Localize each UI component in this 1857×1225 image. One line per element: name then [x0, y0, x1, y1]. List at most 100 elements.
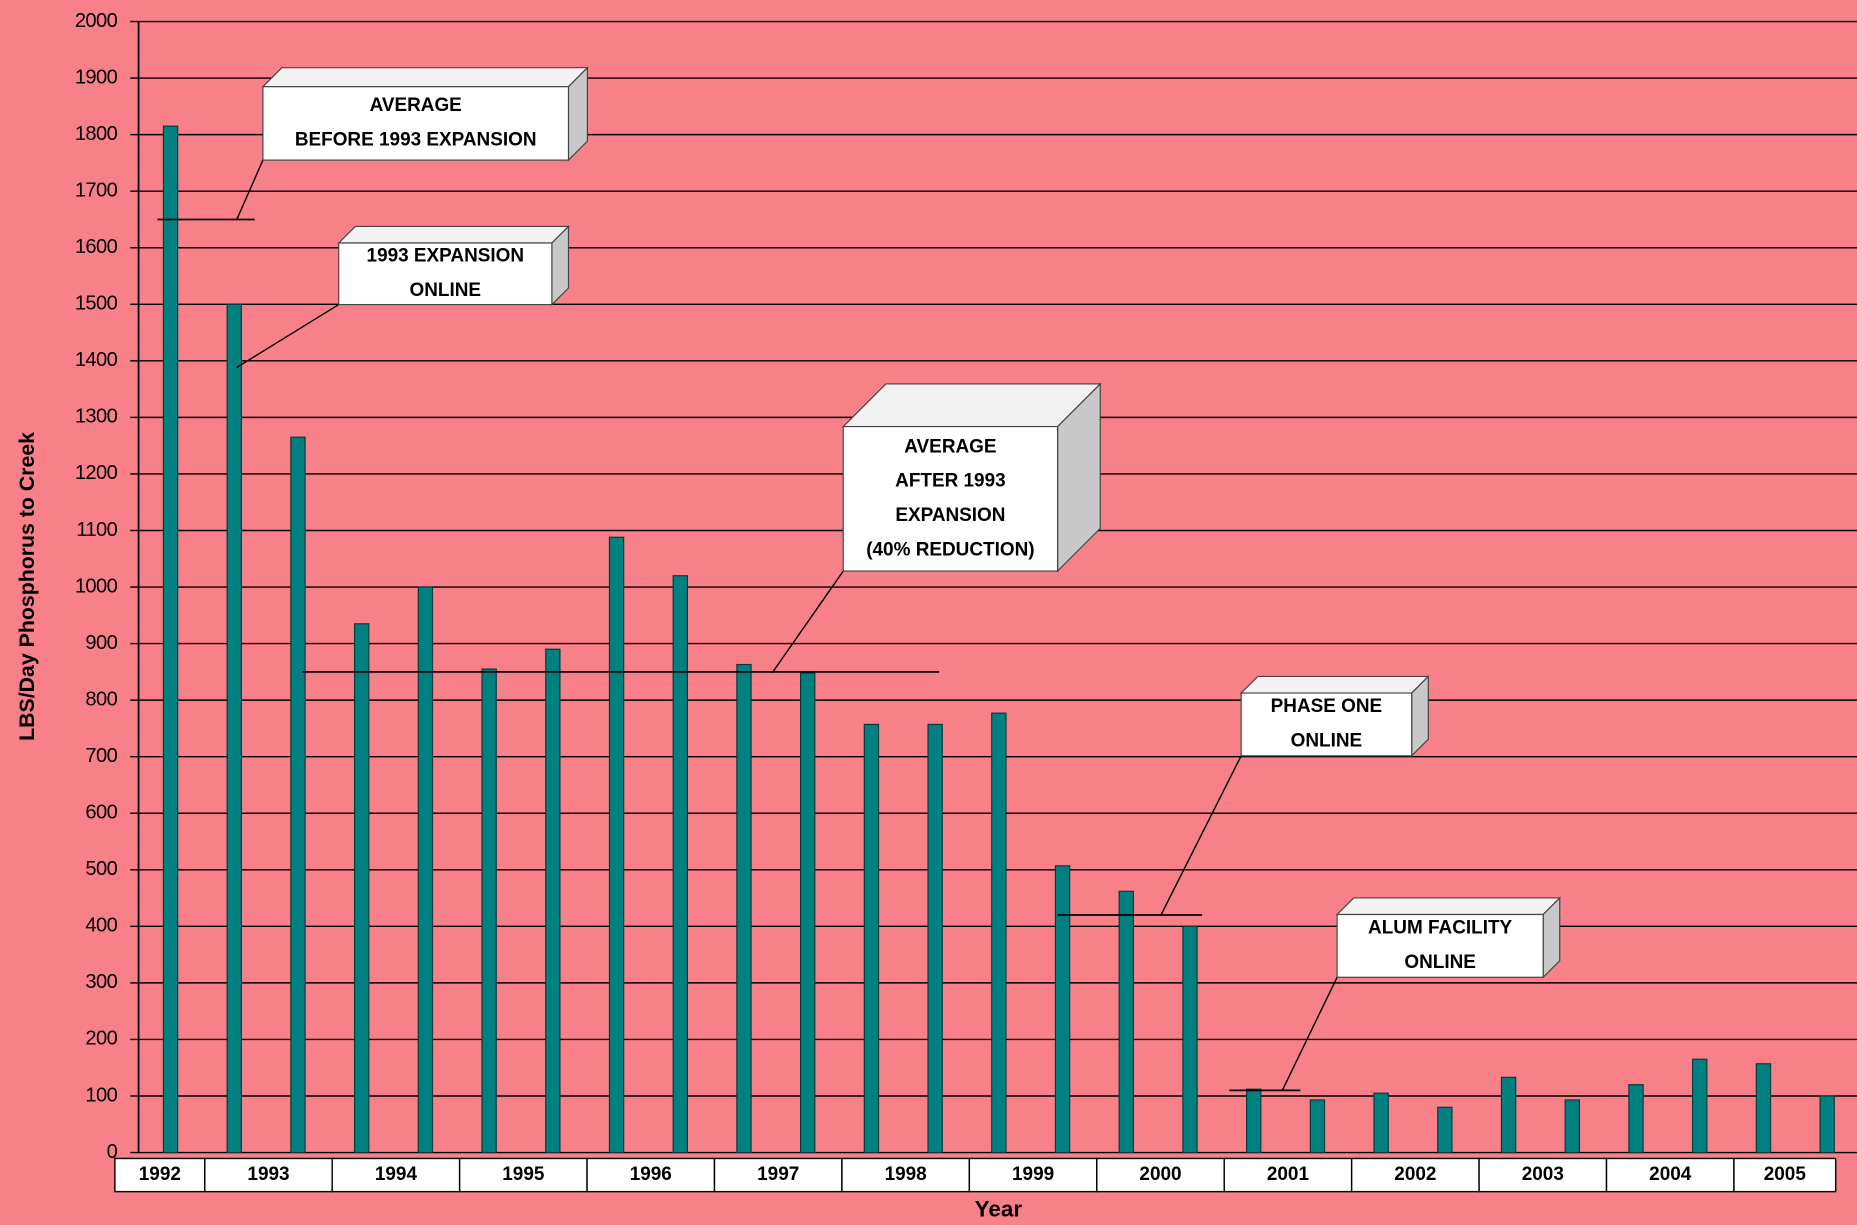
annotation-text: 1993 EXPANSION: [367, 246, 525, 267]
bar: [736, 663, 752, 1154]
annotation-box: [1336, 913, 1544, 978]
year-box: [968, 1157, 1098, 1193]
x-tick-label: 2002: [1394, 1164, 1436, 1185]
x-tick-label: 1998: [885, 1164, 927, 1185]
year-box: [1733, 1157, 1837, 1193]
annotation-text: AFTER 1993: [895, 471, 1006, 492]
bar: [1118, 890, 1134, 1154]
bar: [290, 436, 306, 1154]
y-tick-label: 200: [85, 1028, 117, 1050]
bar: [226, 303, 242, 1154]
annotation-box-top: [337, 225, 570, 244]
annotation-box: [262, 86, 570, 161]
bar: [1819, 1095, 1835, 1154]
bar: [353, 623, 370, 1154]
x-tick-label: 1992: [139, 1164, 181, 1185]
annotation-box: [338, 242, 553, 306]
bar: [1437, 1106, 1453, 1154]
annotation-box: [1240, 692, 1413, 757]
y-tick-label: 1900: [75, 66, 118, 88]
x-tick-label: 1995: [502, 1164, 544, 1185]
x-tick-label: 2003: [1522, 1164, 1564, 1185]
bar: [1182, 925, 1198, 1154]
annotation-pointer: [236, 159, 264, 220]
bar: [417, 586, 434, 1154]
y-tick-label: 1500: [75, 293, 118, 315]
bar: [1054, 865, 1071, 1154]
year-box: [458, 1157, 588, 1193]
annotation-text: ALUM FACILITY: [1368, 918, 1512, 939]
year-box: [331, 1157, 461, 1193]
annotation-box: [842, 425, 1059, 572]
y-tick-label: 700: [85, 745, 117, 767]
bar: [927, 723, 943, 1154]
y-tick-label: 1700: [75, 179, 118, 201]
x-tick-label: 1994: [375, 1164, 418, 1185]
annotation-box-top: [1335, 897, 1562, 916]
y-tick-label: 0: [107, 1141, 118, 1163]
annotation-text: ONLINE: [1291, 731, 1363, 752]
bar: [1628, 1084, 1644, 1154]
y-tick-label: 1000: [75, 575, 118, 597]
x-tick-label: 2005: [1764, 1164, 1806, 1185]
annotation-box-top: [841, 383, 1102, 428]
bar: [672, 575, 688, 1154]
annotation-text: BEFORE 1993 EXPANSION: [295, 130, 537, 151]
year-box: [1605, 1157, 1735, 1193]
bar: [545, 648, 561, 1154]
annotation-pointer: [1281, 976, 1338, 1091]
bar: [800, 672, 816, 1154]
y-tick-label: 600: [85, 802, 117, 824]
annotation-text: AVERAGE: [904, 436, 996, 457]
x-tick-label: 1999: [1012, 1164, 1054, 1185]
annotation-pointer: [236, 303, 340, 368]
x-tick-label: 1993: [247, 1164, 289, 1185]
bar: [481, 668, 497, 1154]
y-tick-label: 1100: [76, 519, 117, 541]
y-tick-label: 2000: [75, 10, 118, 32]
year-box: [204, 1157, 333, 1193]
y-tick-label: 900: [85, 632, 117, 654]
x-tick-label: 1996: [630, 1164, 672, 1185]
annotation-text: ONLINE: [410, 280, 482, 301]
annotation-box-top: [1239, 675, 1430, 694]
y-tick-label: 1800: [75, 123, 118, 145]
annotation-pointer: [1159, 755, 1242, 917]
x-tick-label: 2004: [1649, 1164, 1692, 1185]
annotation-text: PHASE ONE: [1271, 696, 1383, 717]
bar: [162, 125, 179, 1154]
y-tick-label: 400: [85, 915, 117, 937]
y-tick-label: 1600: [75, 236, 118, 258]
y-tick-label: 1400: [75, 349, 118, 371]
y-tick-label: 1300: [75, 406, 118, 428]
annotation-pointer: [771, 570, 844, 674]
y-axis-title: LBS/Day Phosphorus to Creek: [15, 432, 39, 741]
bar: [1564, 1099, 1580, 1154]
x-tick-label: 1997: [757, 1164, 799, 1185]
y-tick-label: 500: [85, 858, 117, 880]
annotation-box-top: [261, 67, 589, 88]
x-tick-label: 2001: [1267, 1164, 1309, 1185]
bar: [1246, 1088, 1262, 1154]
year-box: [114, 1157, 206, 1193]
bar: [991, 712, 1007, 1154]
annotation-text: EXPANSION: [895, 505, 1005, 526]
x-tick-label: 2000: [1139, 1164, 1181, 1185]
bar: [1500, 1076, 1517, 1154]
y-tick-label: 1200: [75, 462, 118, 484]
y-tick-label: 800: [85, 688, 117, 710]
bar: [1755, 1063, 1772, 1154]
annotation-text: (40% REDUCTION): [866, 539, 1034, 560]
bar: [1373, 1092, 1389, 1154]
annotation-text: ONLINE: [1404, 952, 1476, 973]
bar: [1309, 1099, 1326, 1154]
x-axis-title: Year: [975, 1197, 1023, 1222]
y-tick-label: 100: [85, 1084, 117, 1106]
annotation-text: AVERAGE: [370, 95, 462, 116]
bar: [608, 536, 625, 1154]
bar: [863, 723, 880, 1154]
year-box: [841, 1157, 971, 1193]
bar: [1692, 1058, 1708, 1154]
y-tick-label: 300: [85, 971, 117, 993]
